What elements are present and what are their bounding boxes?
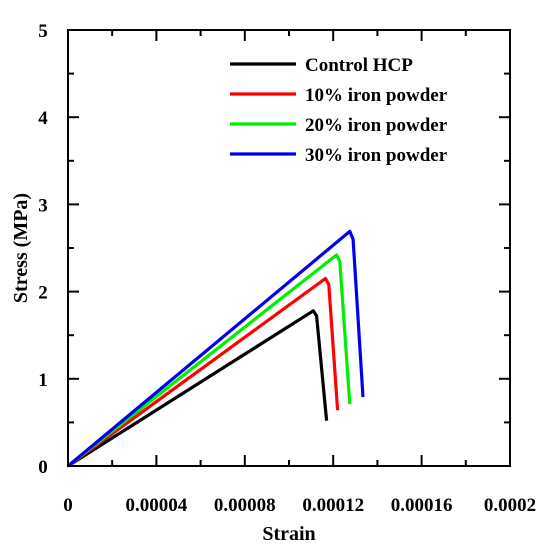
legend-label-2: 10% iron powder (305, 85, 448, 106)
y-tick-label: 0 (38, 457, 48, 478)
series-line-1 (67, 309, 329, 468)
series-line-2 (67, 276, 340, 468)
y-tick-label: 4 (38, 108, 48, 129)
y-tick-label: 2 (38, 283, 48, 304)
x-tick-label: 0.00016 (391, 495, 453, 516)
x-tick-label: 0.0002 (484, 495, 536, 516)
x-axis-title: Strain (262, 523, 315, 545)
x-tick-label: 0.00008 (214, 495, 276, 516)
y-tick-label: 1 (38, 370, 48, 391)
legend-label-3: 20% iron powder (305, 115, 448, 136)
legend-label-4: 30% iron powder (305, 145, 448, 166)
x-tick-label: 0 (63, 495, 73, 516)
y-axis-title: Stress (MPa) (10, 193, 32, 303)
series-layer (66, 229, 365, 468)
series-line-3 (67, 253, 352, 468)
ticks-layer: 0 0.00004 0.00008 0.00012 0.00016 0.0002 0 1 2 3 4… (38, 21, 536, 516)
x-tick-label: 0.00012 (302, 495, 364, 516)
legend-label-1: Control HCP (305, 55, 413, 76)
y-tick-label: 5 (38, 21, 48, 42)
legend: Control HCP 10% iron powder 20% iron powde… (230, 55, 448, 166)
y-tick-label: 3 (38, 195, 48, 216)
x-tick-label: 0.00004 (126, 495, 188, 516)
series-line-4 (66, 229, 365, 468)
